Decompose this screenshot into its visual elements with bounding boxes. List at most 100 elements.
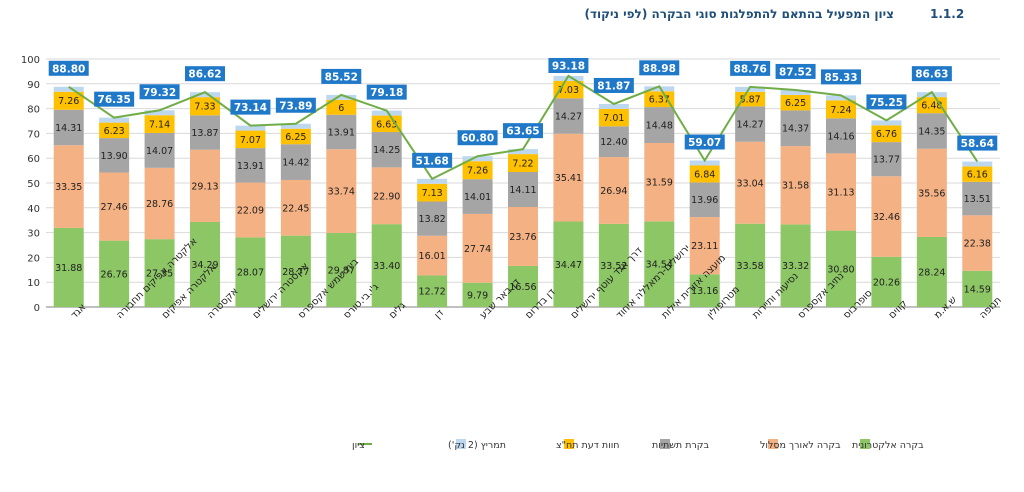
bar-segment [553, 80, 584, 99]
segment-value-label: 13.90 [101, 151, 128, 162]
score-value-text: 63.65 [506, 126, 539, 138]
bar-segment [553, 98, 584, 134]
bar-segment [644, 107, 675, 143]
bar-segment [99, 122, 130, 139]
bar-segment [916, 113, 947, 149]
bar-segment [326, 232, 357, 307]
score-labels: 88.80 76.35 79.32 86.62 73.14 73.89 85.52 79.18… [48, 58, 998, 168]
bar-segment [280, 128, 311, 145]
score-box [639, 60, 680, 76]
score-box [275, 97, 316, 113]
y-tick-label: 80 [27, 105, 40, 116]
bar-segment [644, 142, 675, 222]
bar-segment [99, 117, 130, 123]
segment-value-label: 27.74 [464, 244, 491, 255]
bar-segment [371, 115, 402, 133]
legend-item: בקרה לאורך מסלול [760, 439, 841, 451]
segment-value-label: 14.35 [918, 126, 945, 137]
bar-segment [326, 99, 357, 115]
bar-segment [871, 125, 902, 143]
bar-segment [689, 274, 720, 307]
segment-value-label: 6.76 [876, 129, 897, 140]
bars [53, 75, 993, 307]
y-tick-label: 100 [21, 55, 40, 66]
bar-segment [371, 110, 402, 116]
bar-segment [371, 224, 402, 307]
score-box [730, 60, 771, 76]
score-label: 86.63 [911, 66, 952, 82]
score-box [457, 130, 498, 146]
segment-value-label: 27.46 [101, 202, 128, 213]
segment-value-label: 28.76 [146, 199, 173, 210]
segment-value-label: 23.76 [509, 232, 536, 243]
score-label: 63.65 [503, 123, 543, 139]
bar-segment [916, 97, 947, 114]
legend-label: תמריץ (2 נק') [448, 440, 506, 451]
legend-label: בקרת תשתיות [652, 440, 710, 451]
bar-segment [280, 179, 311, 236]
score-box [185, 66, 225, 82]
segment-value-label: 14.01 [464, 192, 491, 203]
segment-value-label: 6.37 [649, 95, 670, 106]
score-value-text: 73.89 [279, 100, 312, 112]
score-label: 73.89 [275, 97, 316, 113]
bar-segment [417, 275, 448, 307]
legend-item: בקרה אלקטרונית [852, 439, 924, 451]
segment-value-label: 13.77 [873, 155, 900, 166]
segment-value-label: 6.25 [785, 98, 806, 109]
bar-segment [190, 115, 220, 150]
segment-value-label: 34.54 [646, 260, 673, 271]
segment-value-label: 33.58 [737, 261, 764, 272]
y-axis: 0 10 20 30 40 50 60 70 80 90 100 [21, 55, 40, 314]
legend-item: תמריץ (2 נק') [448, 439, 506, 451]
bar-segment [417, 235, 448, 276]
score-box [48, 60, 89, 76]
bar-segment [280, 235, 311, 307]
bar-segment [462, 282, 493, 307]
segment-value-label: 13.87 [191, 128, 218, 139]
bar-segment [235, 130, 266, 149]
score-value-text: 79.18 [370, 87, 403, 99]
segment-value-label: 28.77 [282, 267, 309, 278]
segment-value-label: 6.63 [376, 119, 397, 130]
segment-value-label: 33.32 [782, 261, 809, 272]
bar-segment [916, 92, 947, 98]
score-box [321, 68, 362, 84]
bar-segment [235, 125, 266, 131]
report-header: 1.1.2 ציון המפעיל בהתאם להתפלגות סוגי הב… [0, 7, 1024, 29]
segment-value-label: 35.56 [918, 188, 945, 199]
segment-value-label: 6.48 [921, 101, 942, 112]
bar-segment [190, 97, 220, 116]
bar-segment [99, 172, 130, 241]
legend-swatch [564, 439, 574, 449]
segment-value-label: 29.87 [328, 265, 355, 276]
bar-segment [553, 133, 584, 222]
bar-segment [508, 207, 538, 266]
segment-value-label: 14.31 [55, 123, 82, 134]
legend-item: חוות דעת תח"צ [556, 439, 620, 451]
chart-title: ציון המפעיל בהתאם להתפלגות סוגי הבקרה (ל… [584, 7, 894, 21]
y-tick-label: 30 [27, 229, 40, 240]
score-label: 76.35 [94, 91, 135, 107]
score-value-text: 87.52 [779, 66, 812, 78]
bar-segment [235, 148, 266, 183]
legend-label: בקרה אלקטרונית [852, 440, 924, 451]
legend-item: בקרת תשתיות [652, 439, 710, 451]
segment-value-label: 7.24 [830, 105, 851, 116]
bar-segment [689, 217, 720, 275]
bar-segment [190, 221, 220, 307]
segment-value-label: 7.22 [512, 159, 533, 170]
bar-segment [780, 224, 811, 307]
bar-segment [962, 181, 993, 216]
bar-segment [235, 237, 266, 307]
segment-value-label: 7.14 [149, 120, 170, 131]
score-box [593, 77, 634, 93]
score-label: 85.33 [821, 69, 861, 85]
bar-segment [280, 144, 311, 180]
bar-segment [235, 182, 266, 238]
score-value-text: 51.68 [416, 155, 449, 167]
score-line-path [68, 74, 979, 181]
segment-value-label: 22.09 [237, 205, 264, 216]
segment-value-label: 7.03 [558, 85, 579, 96]
bar-segment [326, 94, 357, 100]
